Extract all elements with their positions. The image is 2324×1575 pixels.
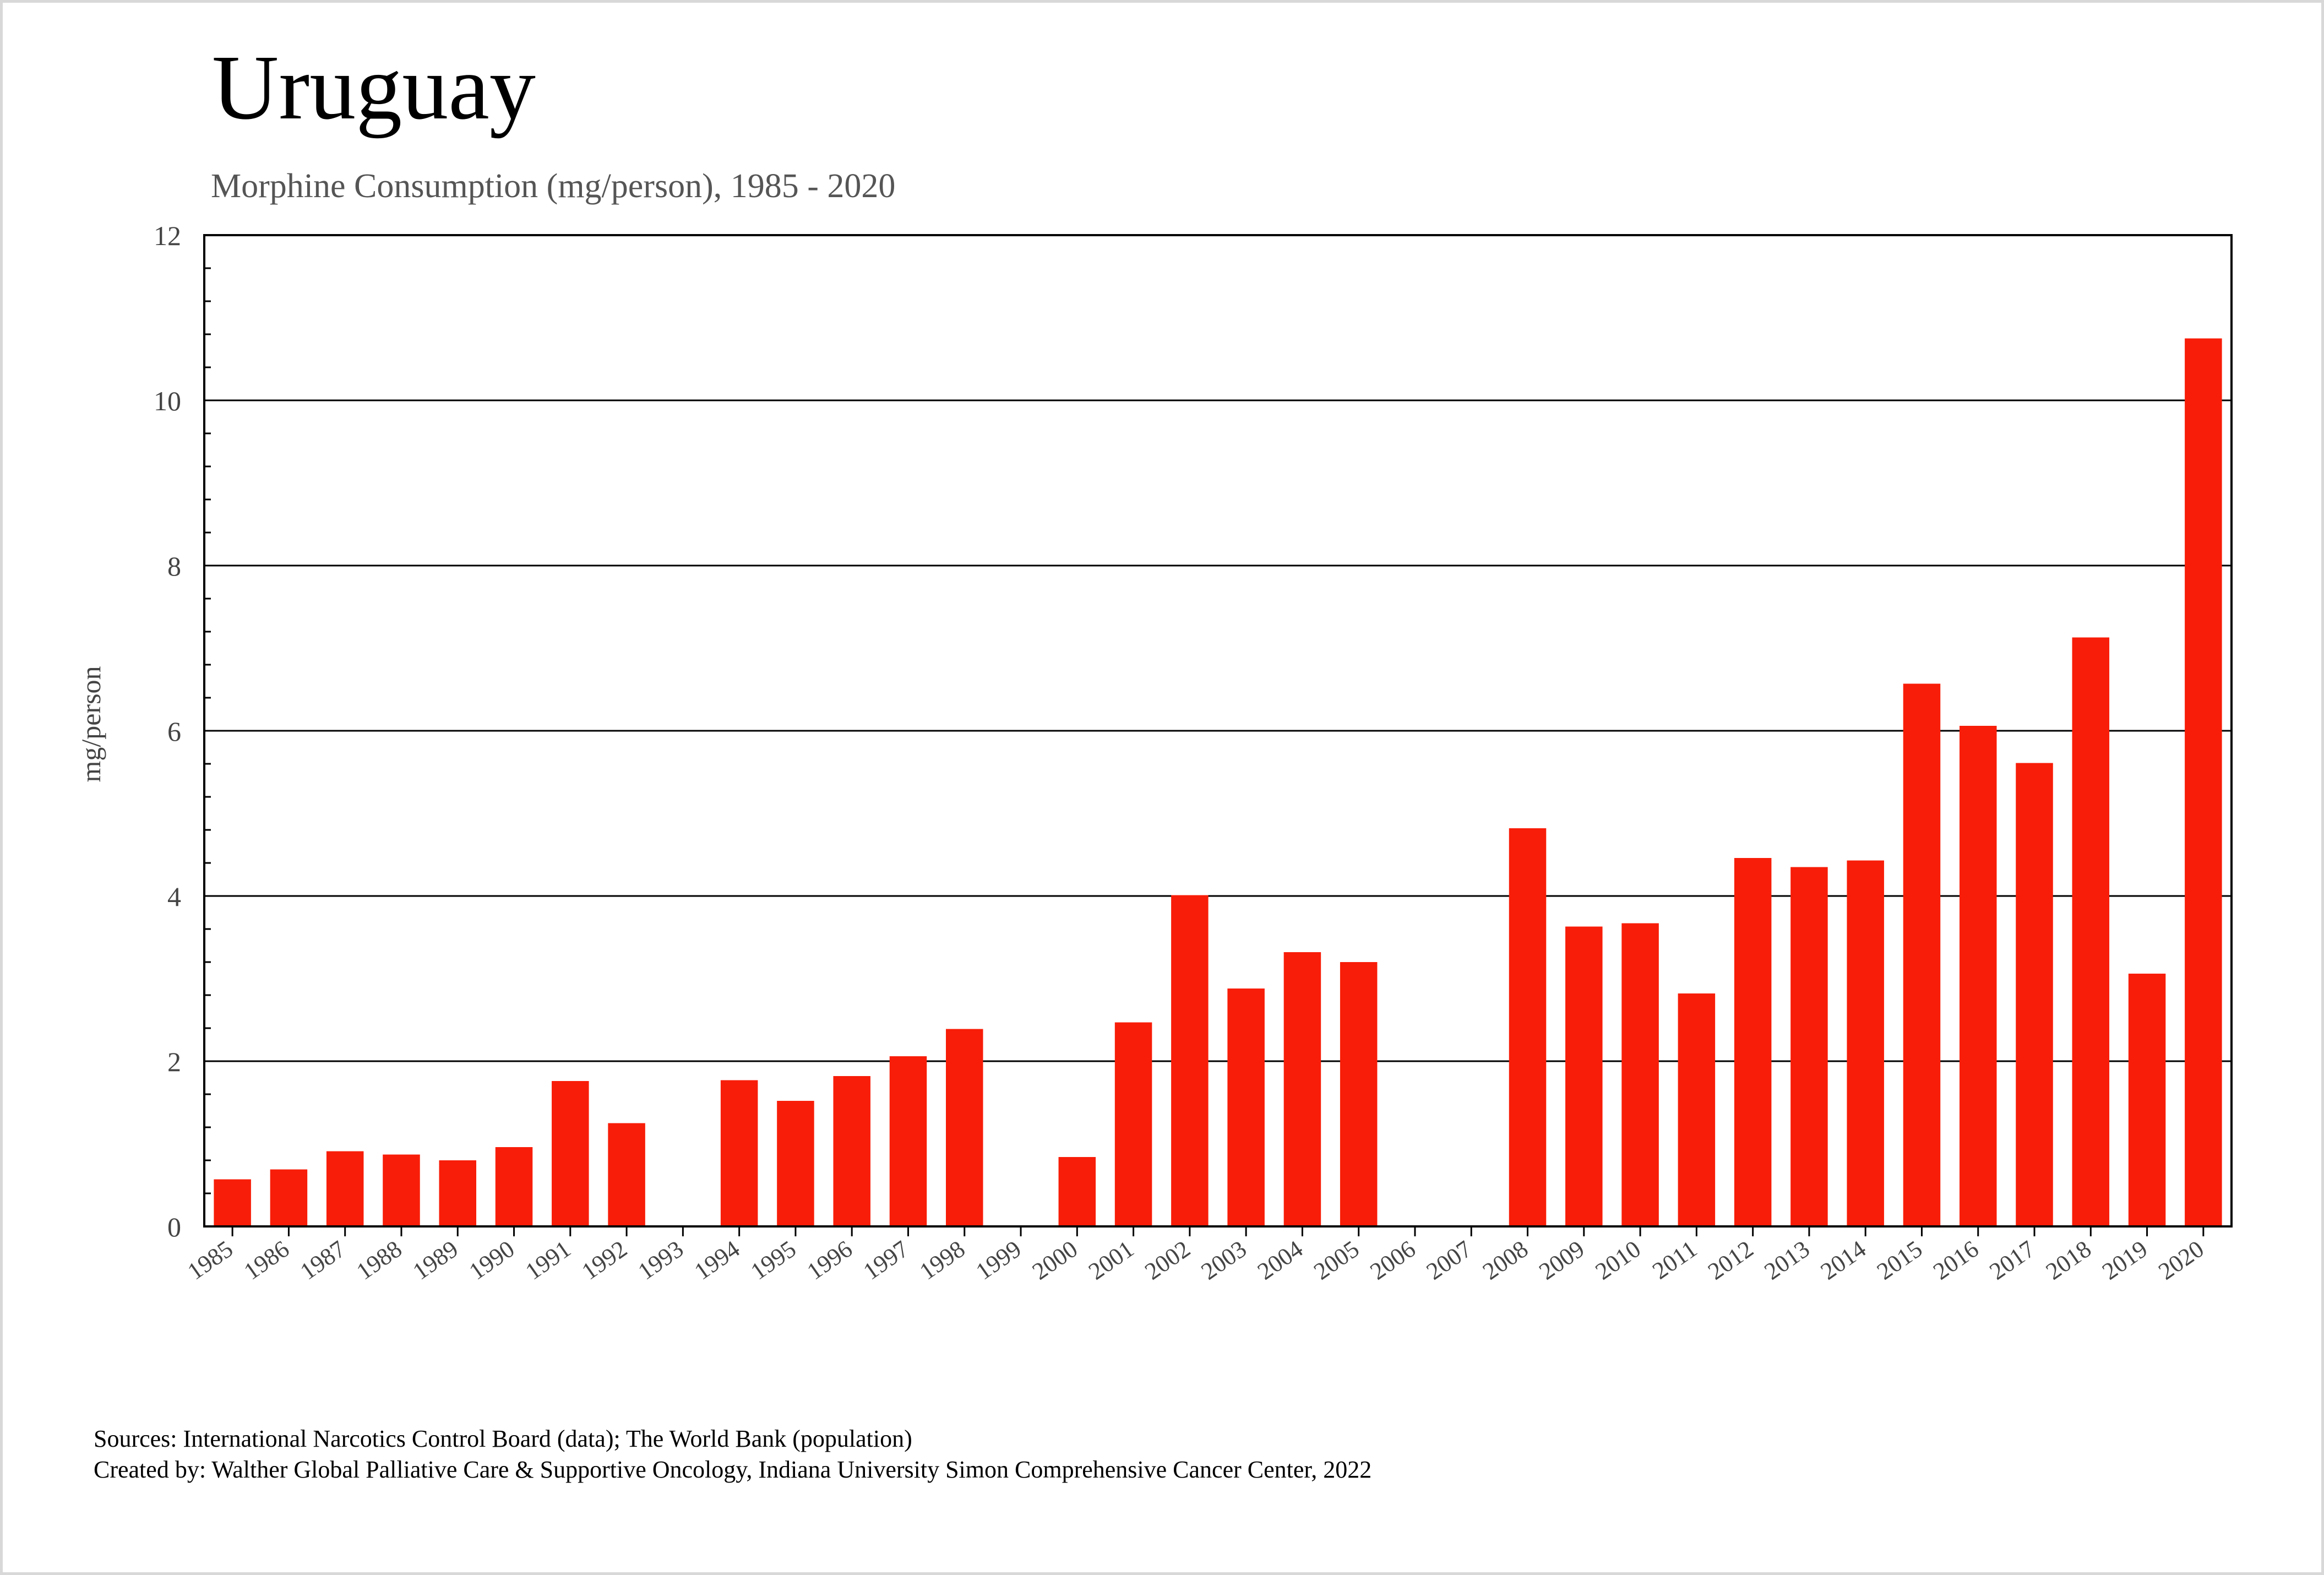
x-tick-label-1986: 1986 xyxy=(239,1235,294,1285)
x-tick-label-2015: 2015 xyxy=(1872,1235,1927,1285)
bar-2019 xyxy=(2128,974,2166,1226)
x-tick-label-2012: 2012 xyxy=(1703,1235,1758,1285)
x-tick-label-2017: 2017 xyxy=(1985,1235,2040,1285)
bar-1995 xyxy=(777,1101,814,1226)
y-tick-labels: 0 2 4 6 8 10 12 xyxy=(154,220,181,1242)
bar-2020 xyxy=(2185,338,2222,1226)
bar-2014 xyxy=(1847,860,1884,1226)
x-tick-labels: 1985 1986 1987 1988 1989 1990 1991 1992 1993 1994… xyxy=(183,1235,2209,1285)
bar-2001 xyxy=(1114,1022,1152,1226)
bar-2015 xyxy=(1903,683,1941,1226)
bar-1991 xyxy=(552,1081,589,1226)
axes xyxy=(203,234,2233,1236)
bars xyxy=(214,338,2222,1226)
bar-2016 xyxy=(1959,726,1997,1226)
bar-2005 xyxy=(1340,962,1378,1226)
bar-1998 xyxy=(945,1029,983,1226)
x-tick-label-1985: 1985 xyxy=(183,1235,238,1285)
x-tick-label-1993: 1993 xyxy=(633,1235,688,1285)
y-tick-label-12: 12 xyxy=(154,220,181,251)
x-tick-label-1990: 1990 xyxy=(464,1235,519,1285)
x-tick-label-2003: 2003 xyxy=(1196,1235,1251,1285)
x-tick-label-1996: 1996 xyxy=(802,1235,857,1285)
x-tick-label-2010: 2010 xyxy=(1591,1235,1646,1285)
bar-2008 xyxy=(1509,828,1547,1226)
y-tick-label-2: 2 xyxy=(167,1046,181,1077)
x-tick-label-2014: 2014 xyxy=(1816,1235,1871,1285)
x-tick-label-2016: 2016 xyxy=(1928,1235,1983,1285)
bar-1990 xyxy=(495,1147,533,1226)
bar-1992 xyxy=(608,1123,645,1226)
bar-2012 xyxy=(1734,858,1772,1226)
bar-2018 xyxy=(2072,637,2110,1226)
x-tick-label-1988: 1988 xyxy=(352,1235,407,1285)
x-tick-label-1987: 1987 xyxy=(295,1235,350,1285)
bar-2003 xyxy=(1227,989,1265,1226)
bar-2017 xyxy=(2016,763,2053,1226)
bar-1994 xyxy=(720,1080,758,1226)
x-tick-label-2013: 2013 xyxy=(1759,1235,1814,1285)
bar-2002 xyxy=(1171,895,1209,1226)
x-tick-label-2011: 2011 xyxy=(1647,1235,1702,1285)
bar-2004 xyxy=(1283,952,1321,1226)
x-tick-label-2019: 2019 xyxy=(2097,1235,2152,1285)
y-tick-label-8: 8 xyxy=(167,551,181,582)
x-tick-label-1994: 1994 xyxy=(689,1235,744,1285)
x-tick-label-2020: 2020 xyxy=(2153,1235,2208,1285)
x-tick-label-1991: 1991 xyxy=(520,1235,575,1285)
bar-2010 xyxy=(1621,923,1659,1226)
gridlines xyxy=(204,399,2232,1062)
bar-1997 xyxy=(889,1056,927,1226)
x-tick-label-2001: 2001 xyxy=(1084,1235,1139,1285)
x-tick-label-2006: 2006 xyxy=(1365,1235,1420,1285)
x-tick-label-1989: 1989 xyxy=(408,1235,463,1285)
chart-title: Uruguay xyxy=(212,36,536,139)
footer: Sources: International Narcotics Control… xyxy=(94,1424,1371,1485)
y-tick-label-4: 4 xyxy=(167,881,181,912)
bar-2009 xyxy=(1565,926,1603,1226)
bar-1985 xyxy=(214,1179,251,1226)
bar-2000 xyxy=(1058,1157,1096,1226)
bar-1996 xyxy=(833,1076,870,1226)
chart-subtitle: Morphine Consumption (mg/person), 1985 -… xyxy=(211,167,896,205)
bar-1988 xyxy=(383,1154,420,1226)
bar-1987 xyxy=(326,1151,364,1226)
x-tick-label-2009: 2009 xyxy=(1534,1235,1589,1285)
bar-2013 xyxy=(1790,867,1828,1226)
x-tick-label-2004: 2004 xyxy=(1253,1235,1308,1285)
x-tick-label-2008: 2008 xyxy=(1478,1235,1533,1285)
x-tick-label-1998: 1998 xyxy=(915,1235,970,1285)
bar-1989 xyxy=(439,1160,477,1226)
x-tick-label-1995: 1995 xyxy=(745,1235,801,1285)
bar-1986 xyxy=(270,1169,308,1226)
x-tick-label-2000: 2000 xyxy=(1027,1235,1082,1285)
x-tick-label-2005: 2005 xyxy=(1309,1235,1364,1285)
bar-2011 xyxy=(1678,993,1716,1226)
y-tick-label-0: 0 xyxy=(167,1212,181,1242)
footer-created-by: Created by: Walther Global Palliative Ca… xyxy=(94,1456,1372,1483)
footer-sources: Sources: International Narcotics Control… xyxy=(94,1425,912,1452)
x-tick-label-2018: 2018 xyxy=(2041,1235,2096,1285)
x-tick-label-1992: 1992 xyxy=(577,1235,632,1285)
y-tick-label-10: 10 xyxy=(154,385,181,416)
x-tick-label-1997: 1997 xyxy=(858,1235,913,1285)
x-tick-label-2002: 2002 xyxy=(1140,1235,1195,1285)
y-tick-label-6: 6 xyxy=(167,716,181,747)
x-tick-label-1999: 1999 xyxy=(971,1235,1026,1285)
x-tick-label-2007: 2007 xyxy=(1422,1235,1477,1285)
